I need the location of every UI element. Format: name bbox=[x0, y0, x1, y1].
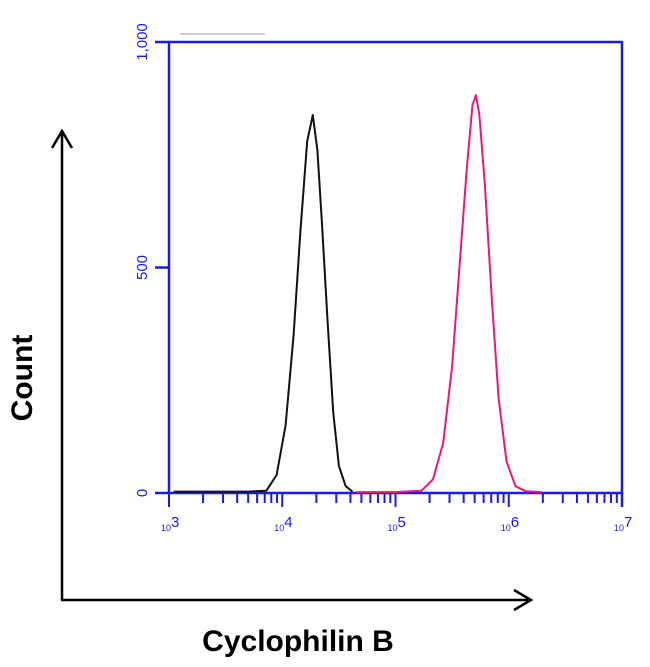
x-tick-base: 10 bbox=[274, 523, 284, 533]
x-axis-ticks: 103 104 105 106 107 bbox=[161, 493, 632, 533]
x-axis-label: Cyclophilin B bbox=[202, 625, 394, 658]
x-tick-label: 104 bbox=[274, 514, 292, 533]
x-tick-exponent: 7 bbox=[624, 514, 632, 531]
x-tick-base: 10 bbox=[501, 523, 511, 533]
y-axis-label: Count bbox=[6, 335, 39, 422]
histogram-series-1 bbox=[173, 114, 354, 493]
x-tick-base: 10 bbox=[614, 523, 624, 533]
x-tick-label: 106 bbox=[501, 514, 519, 533]
y-tick-label: 0 bbox=[134, 489, 151, 497]
series-group bbox=[173, 94, 542, 494]
x-tick-base: 10 bbox=[161, 523, 171, 533]
y-tick-label: 500 bbox=[134, 255, 151, 280]
x-tick-exponent: 4 bbox=[284, 514, 292, 531]
x-tick-label: 105 bbox=[388, 514, 406, 533]
plot-border bbox=[167, 40, 624, 495]
x-tick-base: 10 bbox=[388, 523, 398, 533]
x-tick-exponent: 6 bbox=[511, 514, 519, 531]
y-axis-ticks: 0 500 1,000 bbox=[134, 23, 169, 497]
count-arrow bbox=[50, 128, 74, 600]
x-tick-exponent: 3 bbox=[171, 514, 179, 531]
x-tick-label: 103 bbox=[161, 514, 179, 533]
x-tick-label: 107 bbox=[614, 514, 632, 533]
plot-frame bbox=[167, 33, 624, 495]
histogram-series-2 bbox=[356, 94, 542, 494]
x-tick-exponent: 5 bbox=[398, 514, 406, 531]
x-arrow bbox=[61, 588, 534, 612]
y-tick-label: 1,000 bbox=[134, 23, 151, 61]
